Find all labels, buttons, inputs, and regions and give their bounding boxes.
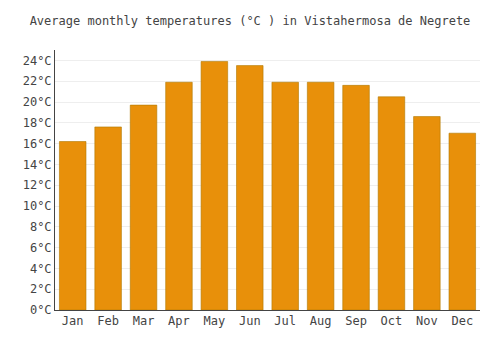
svg-text:Dec: Dec: [451, 314, 473, 328]
svg-text:Nov: Nov: [416, 314, 438, 328]
svg-text:16°C: 16°C: [23, 137, 52, 151]
svg-text:May: May: [204, 314, 226, 328]
svg-text:Feb: Feb: [97, 314, 119, 328]
svg-text:8°C: 8°C: [30, 220, 52, 234]
svg-text:10°C: 10°C: [23, 199, 52, 213]
svg-text:Oct: Oct: [381, 314, 403, 328]
svg-text:Sep: Sep: [345, 314, 367, 328]
svg-text:Jul: Jul: [274, 314, 296, 328]
svg-text:Aug: Aug: [310, 314, 332, 328]
svg-text:22°C: 22°C: [23, 74, 52, 88]
svg-text:0°C: 0°C: [30, 303, 52, 317]
svg-text:12°C: 12°C: [23, 178, 52, 192]
svg-text:4°C: 4°C: [30, 262, 52, 276]
svg-text:6°C: 6°C: [30, 241, 52, 255]
svg-text:20°C: 20°C: [23, 95, 52, 109]
svg-text:24°C: 24°C: [23, 54, 52, 68]
svg-text:Jun: Jun: [239, 314, 261, 328]
svg-text:Apr: Apr: [168, 314, 190, 328]
svg-text:Average monthly temperatures (: Average monthly temperatures (°C ) in Vi…: [30, 14, 471, 28]
svg-text:Jan: Jan: [62, 314, 84, 328]
svg-text:2°C: 2°C: [30, 282, 52, 296]
svg-text:18°C: 18°C: [23, 116, 52, 130]
svg-text:14°C: 14°C: [23, 158, 52, 172]
svg-text:Mar: Mar: [133, 314, 155, 328]
